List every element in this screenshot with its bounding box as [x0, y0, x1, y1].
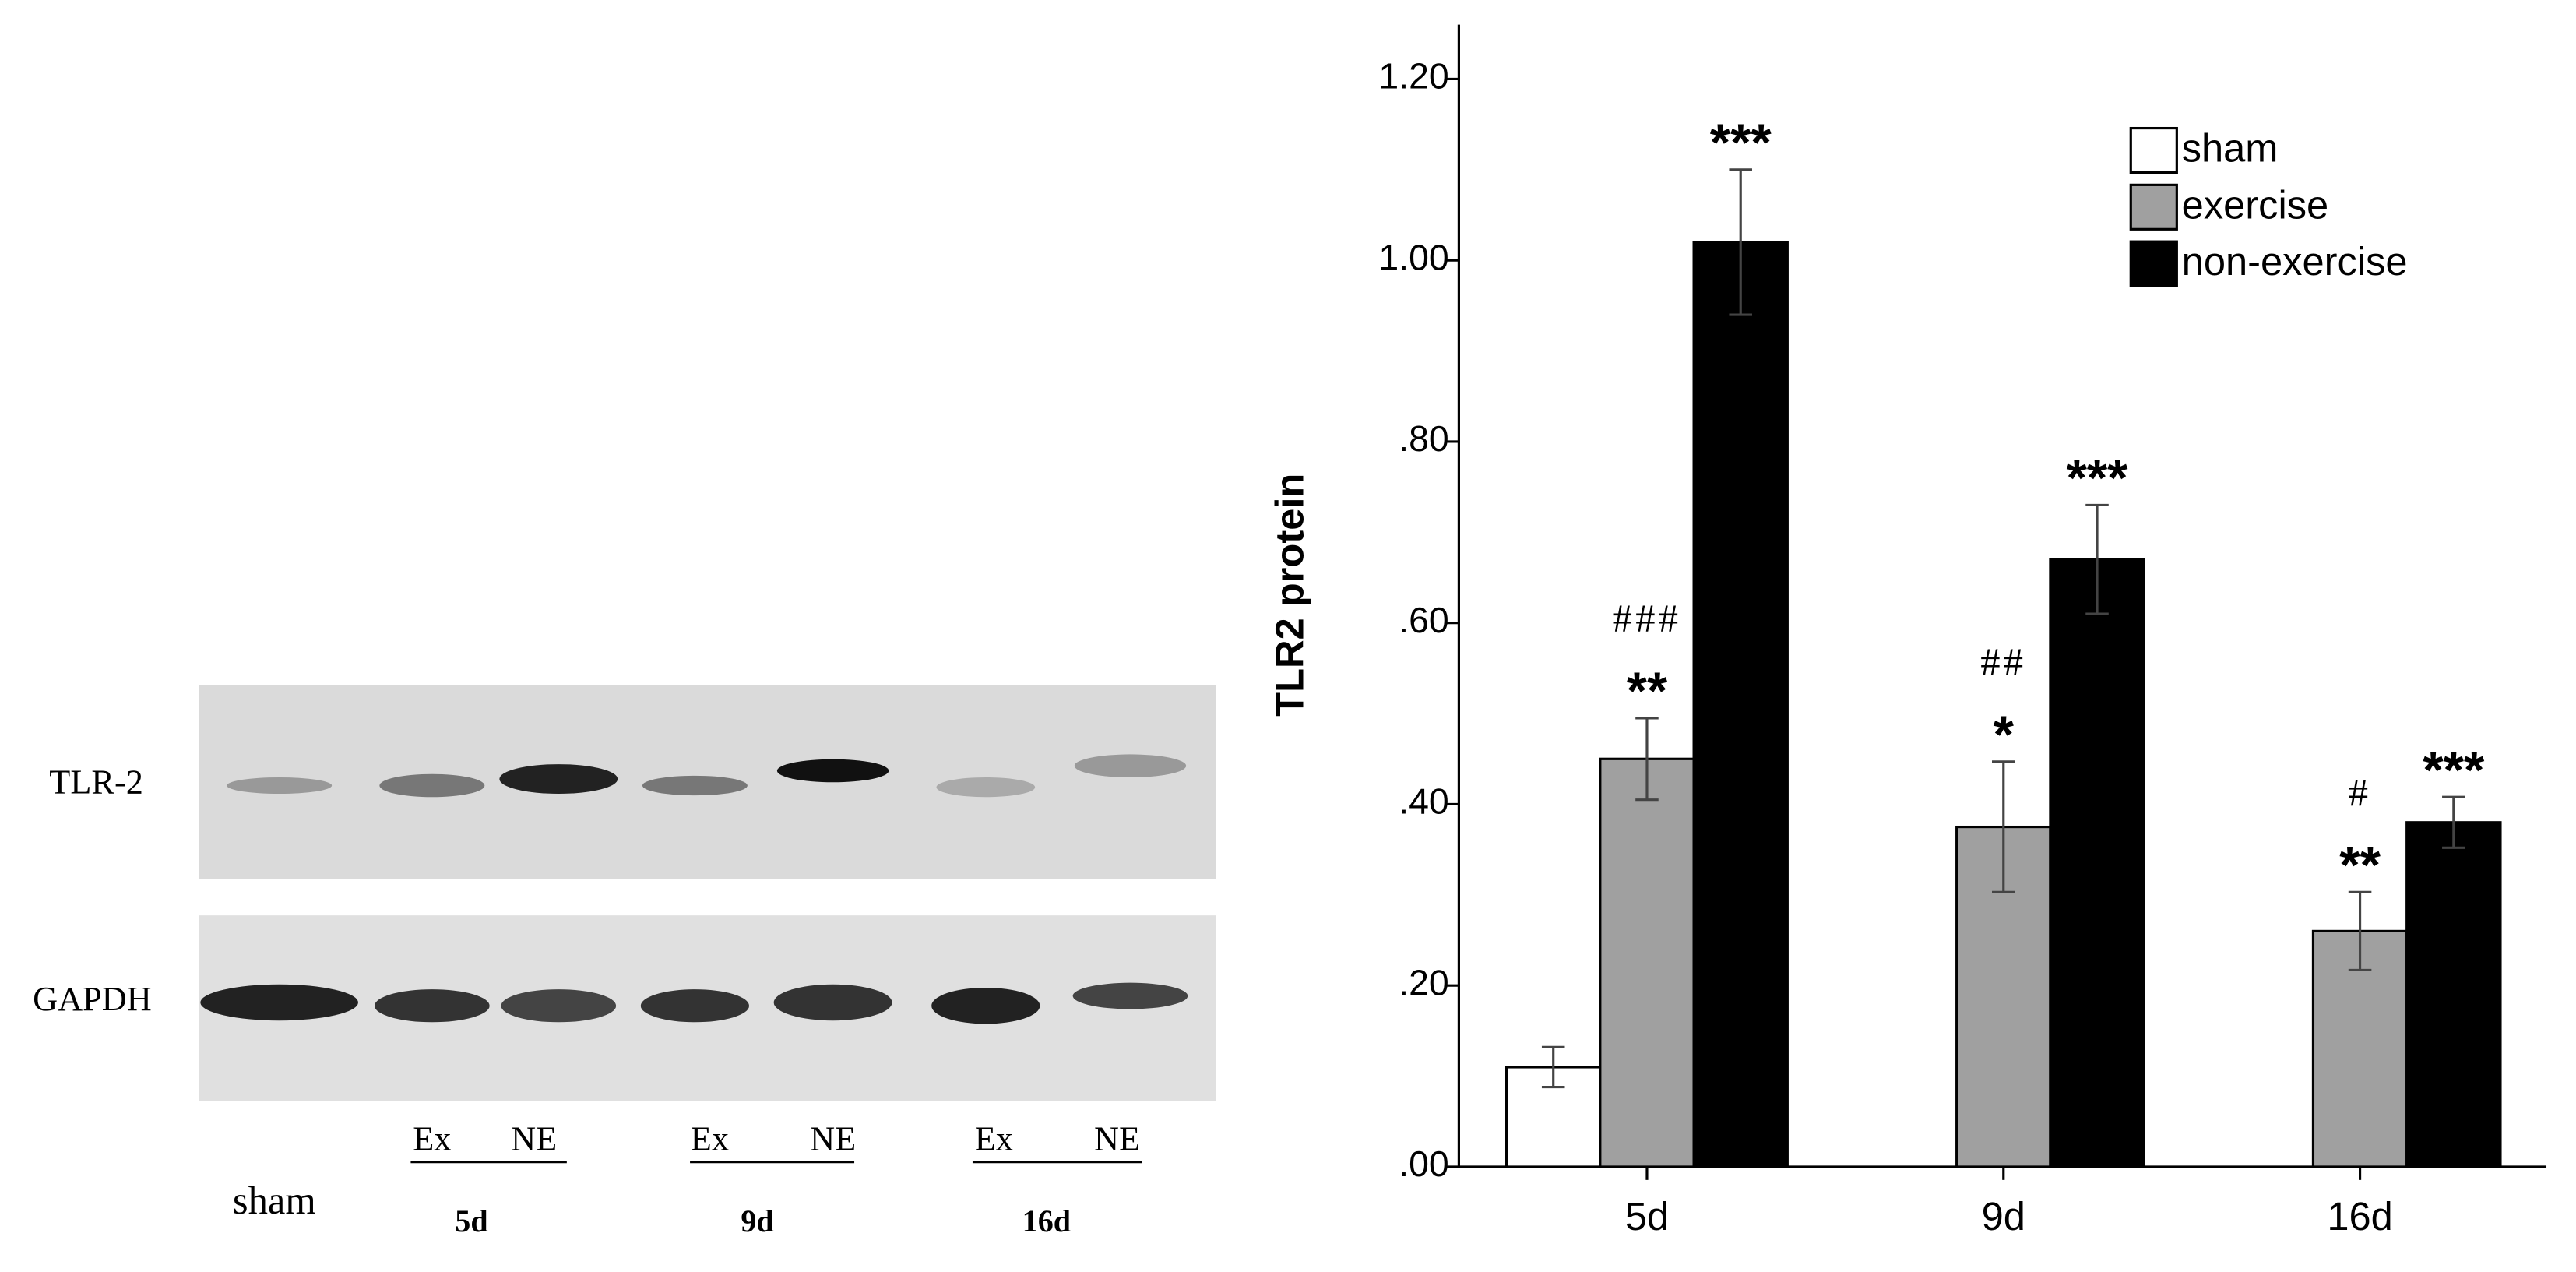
band	[640, 989, 750, 1023]
group-label: 9d	[741, 1203, 773, 1239]
legend-swatch	[2129, 183, 2178, 231]
legend-label: sham	[2182, 125, 2279, 170]
row-label: TLR-2	[49, 763, 143, 802]
x-tick-label: 9d	[1982, 1194, 2025, 1239]
y-tick-label: 1.00	[1378, 237, 1448, 277]
significance-hashes: ###	[1613, 597, 1682, 640]
band	[1072, 982, 1188, 1009]
significance-stars: *	[1994, 706, 2015, 764]
band	[501, 989, 617, 1023]
group-label: 16d	[1022, 1203, 1071, 1239]
error-bar	[1992, 760, 2015, 893]
band	[773, 984, 892, 1021]
lane-label: NE	[810, 1119, 856, 1157]
legend-swatch	[2129, 240, 2178, 287]
significance-hashes: ##	[1980, 640, 2026, 684]
bands	[200, 754, 1188, 1024]
band	[776, 759, 889, 783]
significance-stars: ***	[2067, 449, 2129, 508]
legend-label: exercise	[2182, 182, 2329, 227]
band	[1074, 754, 1187, 777]
significance-stars: ***	[1710, 114, 1772, 172]
y-tick-label: .20	[1399, 962, 1449, 1002]
legend-swatch	[2129, 126, 2178, 174]
y-tick-label: .40	[1399, 781, 1449, 822]
band	[375, 989, 490, 1023]
band	[936, 777, 1036, 798]
band	[379, 773, 485, 798]
band	[200, 984, 358, 1021]
error-bar	[2085, 503, 2109, 615]
lane-label: NE	[1094, 1119, 1140, 1157]
group-label: 5d	[455, 1203, 487, 1239]
bar	[2049, 558, 2145, 1168]
significance-stars: **	[1627, 662, 1668, 721]
lane-label: Ex	[975, 1119, 1013, 1157]
y-axis-label: TLR2 protein	[1268, 474, 1312, 717]
bar	[2405, 821, 2502, 1168]
band	[227, 777, 333, 795]
error-bar	[1729, 168, 1752, 316]
bar	[1599, 757, 1695, 1168]
western-blot: TLR-2 GAPDH Ex NE Ex NE Ex NE sham 5d 9d…	[33, 685, 1216, 1239]
error-bar	[2442, 795, 2465, 849]
lane-label: NE	[511, 1119, 557, 1157]
error-bar	[1541, 1045, 1565, 1089]
y-tick-label: 1.20	[1378, 56, 1448, 97]
y-tick-label: .60	[1399, 600, 1449, 640]
error-bar	[1635, 717, 1659, 802]
significance-hashes: #	[2349, 771, 2372, 815]
y-tick-label: .80	[1399, 418, 1449, 459]
group-label: sham	[233, 1179, 316, 1222]
band	[642, 775, 748, 796]
lane-label: Ex	[413, 1119, 451, 1157]
legend-label: non-exercise	[2182, 239, 2408, 284]
y-tick-label: .00	[1399, 1143, 1449, 1184]
x-tick-label: 5d	[1625, 1194, 1669, 1239]
band	[499, 764, 618, 795]
error-bar	[2348, 890, 2372, 972]
bar	[1692, 241, 1789, 1168]
lane-label: Ex	[691, 1119, 729, 1157]
row-label: GAPDH	[33, 980, 152, 1018]
significance-stars: **	[2339, 837, 2381, 895]
x-tick-label: 16d	[2327, 1194, 2392, 1239]
band	[931, 988, 1040, 1024]
significance-stars: ***	[2423, 741, 2485, 799]
